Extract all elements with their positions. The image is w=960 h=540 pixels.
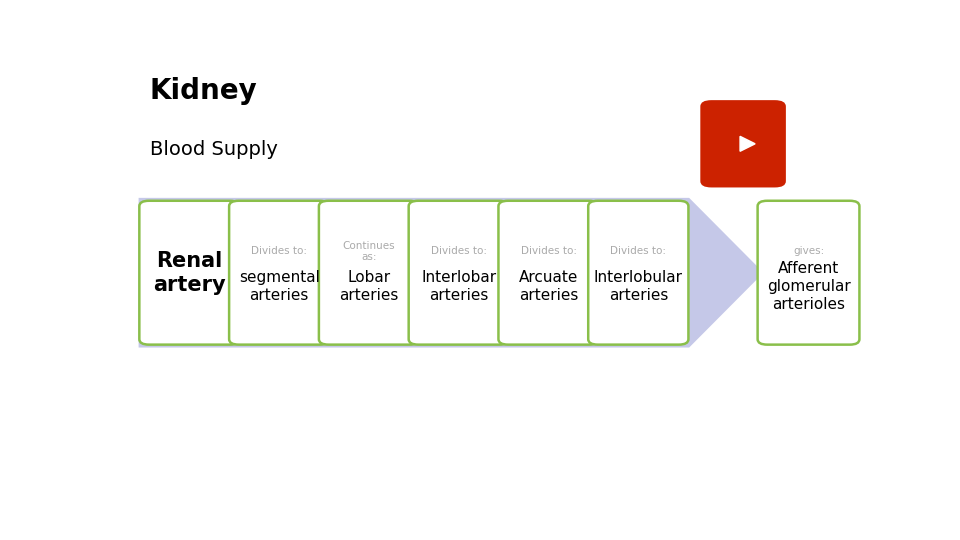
Text: Divides to:: Divides to:	[431, 246, 487, 256]
Text: Divides to:: Divides to:	[252, 246, 307, 256]
Text: gives:: gives:	[793, 246, 824, 256]
Text: Afferent
glomerular
arterioles: Afferent glomerular arterioles	[767, 260, 851, 312]
Text: Divides to:: Divides to:	[611, 246, 666, 256]
Text: segmental
arteries: segmental arteries	[239, 269, 320, 302]
Text: Blood Supply: Blood Supply	[150, 140, 277, 159]
FancyBboxPatch shape	[229, 201, 329, 345]
Polygon shape	[740, 136, 756, 151]
FancyBboxPatch shape	[757, 201, 859, 345]
FancyBboxPatch shape	[319, 201, 420, 345]
Text: Lobar
arteries: Lobar arteries	[339, 269, 398, 302]
FancyBboxPatch shape	[498, 201, 599, 345]
FancyBboxPatch shape	[701, 100, 786, 187]
FancyBboxPatch shape	[139, 201, 240, 345]
Text: Interlobular
arteries: Interlobular arteries	[594, 269, 683, 302]
Text: Divides to:: Divides to:	[520, 246, 577, 256]
Text: Continues
as:: Continues as:	[343, 241, 396, 262]
Text: Interlobar
arteries: Interlobar arteries	[421, 269, 496, 302]
FancyBboxPatch shape	[588, 201, 688, 345]
Text: Renal
artery: Renal artery	[154, 251, 226, 295]
Text: Kidney: Kidney	[150, 77, 257, 105]
Polygon shape	[138, 198, 763, 348]
FancyBboxPatch shape	[409, 201, 509, 345]
Text: Arcuate
arteries: Arcuate arteries	[518, 269, 578, 302]
